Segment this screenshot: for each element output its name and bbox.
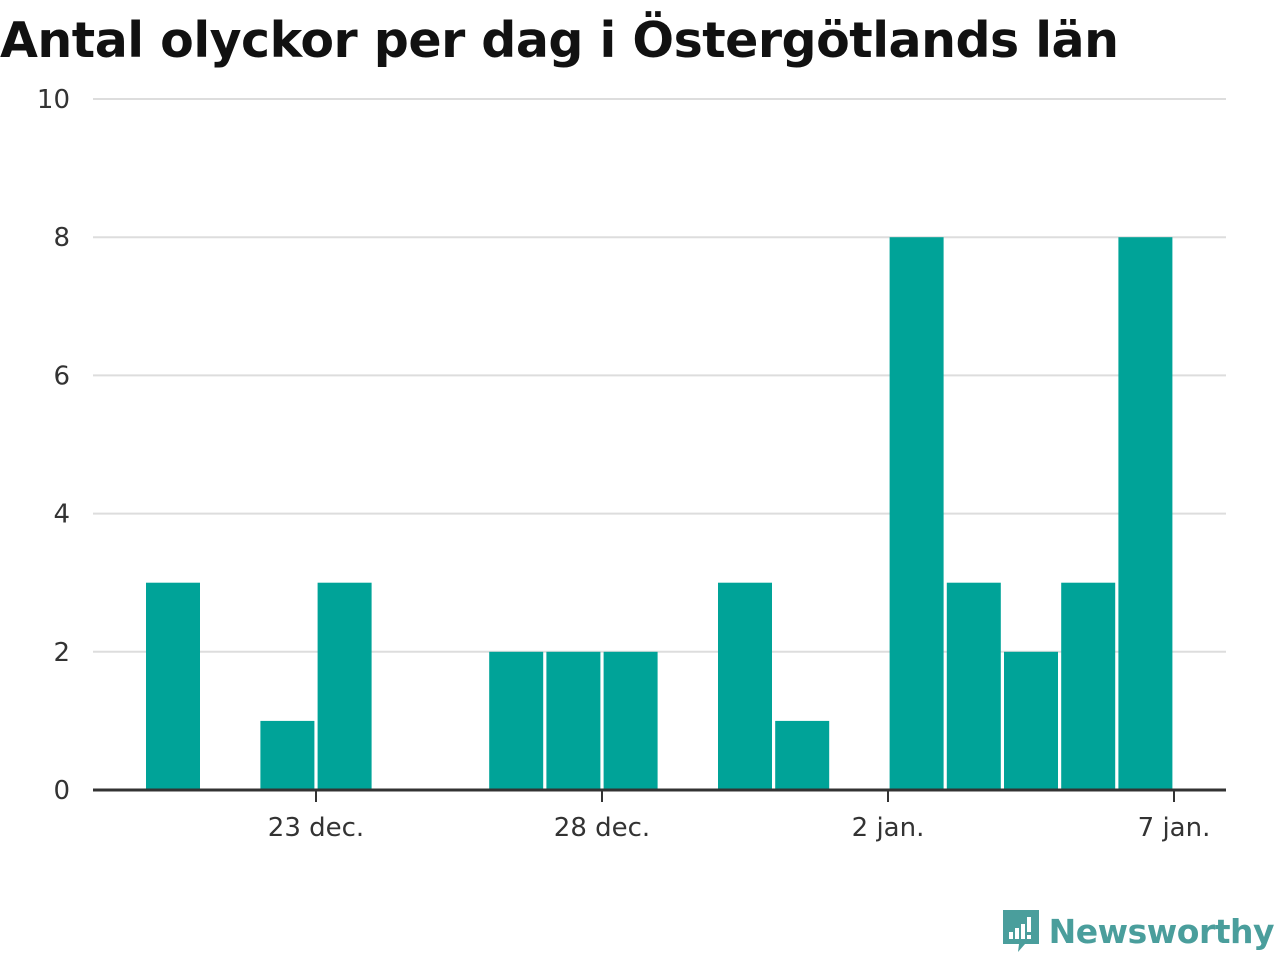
x-tick-label: 28 dec. <box>554 813 650 843</box>
newsworthy-icon <box>1002 910 1039 952</box>
y-tick-label: 4 <box>53 500 70 530</box>
bars <box>146 237 1173 790</box>
bar <box>603 651 658 790</box>
y-tick-label: 8 <box>53 223 70 253</box>
bar <box>775 720 830 790</box>
x-tick-label: 7 jan. <box>1138 813 1211 843</box>
x-axis: 23 dec. 28 dec. 2 jan. 7 jan. <box>93 788 1226 843</box>
bar <box>260 720 315 790</box>
y-tick-label: 6 <box>53 361 70 391</box>
y-tick-label: 10 <box>37 85 70 115</box>
bar <box>546 651 601 790</box>
chart-title: Antal olyckor per dag i Östergötlands lä… <box>0 12 1119 69</box>
newsworthy-logo: Newsworthy <box>1001 908 1275 954</box>
x-tick-label: 2 jan. <box>852 813 925 843</box>
bar <box>718 582 772 790</box>
bar <box>317 582 372 790</box>
bar <box>1118 237 1173 790</box>
bar <box>946 582 1001 790</box>
y-axis-ticks: 0 2 4 6 8 10 <box>37 85 70 806</box>
bar <box>489 651 544 790</box>
grid-lines <box>93 98 1226 653</box>
y-tick-label: 2 <box>53 638 70 668</box>
bar <box>1004 651 1058 790</box>
x-tick-label: 23 dec. <box>268 813 364 843</box>
brand-name: Newsworthy <box>1048 911 1275 951</box>
y-tick-label: 0 <box>53 776 70 806</box>
bar <box>1061 582 1116 790</box>
bar <box>889 237 944 790</box>
bar <box>146 582 200 790</box>
